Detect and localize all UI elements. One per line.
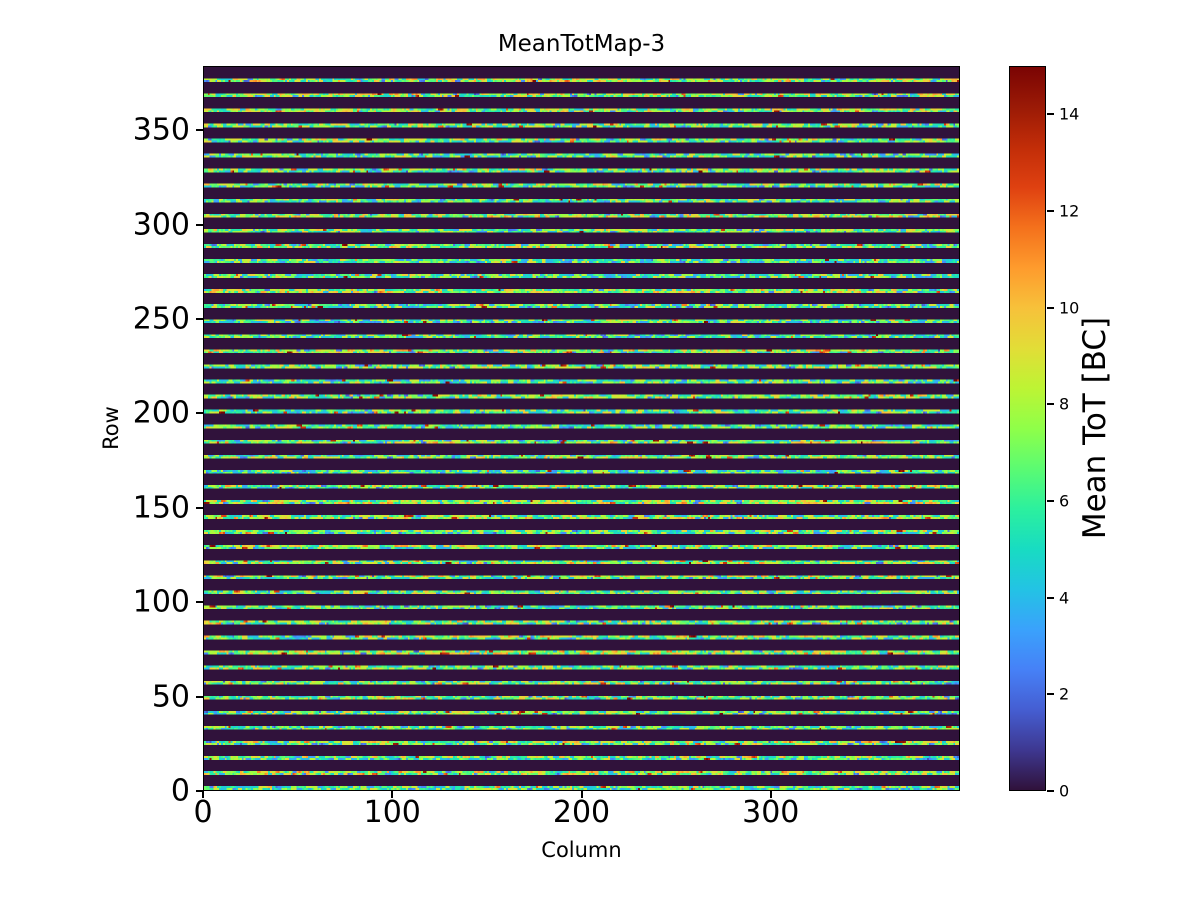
x-tick-label: 200 (552, 795, 611, 830)
colorbar-tick-label: 6 (1059, 491, 1070, 511)
colorbar-tick-label: 2 (1059, 684, 1070, 704)
y-tick-mark (196, 412, 203, 415)
y-tick-label: 300 (132, 207, 190, 243)
y-tick-mark (196, 695, 203, 698)
y-tick-label: 350 (132, 112, 190, 148)
colorbar-tick-label: 12 (1059, 201, 1080, 221)
x-tick-mark (580, 791, 583, 798)
colorbar-tick-mark (1047, 693, 1054, 696)
y-tick-mark (196, 129, 203, 132)
x-tick-mark (391, 791, 394, 798)
colorbar-tick-label: 8 (1059, 394, 1070, 414)
colorbar-tick-mark (1047, 790, 1054, 792)
y-tick-label: 100 (132, 584, 190, 620)
heatmap-canvas (204, 67, 959, 790)
y-tick-mark (196, 317, 203, 320)
x-tick-label: 100 (363, 795, 421, 830)
colorbar-tick-label: 10 (1059, 298, 1080, 318)
colorbar-tick-mark (1047, 596, 1054, 599)
x-tick-mark (769, 791, 772, 798)
y-tick-label: 150 (132, 490, 190, 526)
y-axis-label: Row (99, 406, 123, 450)
x-tick-label: 0 (193, 795, 213, 830)
y-tick-label: 50 (151, 679, 190, 715)
y-tick-label: 0 (170, 773, 190, 809)
colorbar-tick-mark (1047, 500, 1054, 502)
colorbar-tick-label: 14 (1059, 104, 1080, 124)
y-tick-mark (196, 790, 203, 792)
x-axis-label: Column (541, 838, 622, 862)
colorbar-tick-mark (1047, 210, 1054, 212)
y-tick-mark (196, 223, 203, 226)
colorbar-tick-label: 4 (1059, 588, 1070, 608)
colorbar (1009, 66, 1046, 791)
colorbar-tick-mark (1047, 306, 1054, 309)
x-tick-mark (202, 791, 204, 798)
y-tick-mark (196, 601, 203, 604)
y-tick-label: 250 (132, 301, 190, 337)
colorbar-tick-label: 0 (1059, 781, 1070, 801)
colorbar-tick-mark (1047, 113, 1054, 116)
y-tick-mark (196, 506, 203, 509)
colorbar-tick-mark (1047, 403, 1054, 406)
x-tick-label: 300 (742, 795, 800, 830)
heatmap-plot-area (203, 66, 960, 791)
chart-title: MeanTotMap-3 (497, 31, 666, 57)
y-tick-label: 200 (132, 395, 190, 431)
colorbar-label: Mean ToT [BC] (1077, 316, 1113, 540)
